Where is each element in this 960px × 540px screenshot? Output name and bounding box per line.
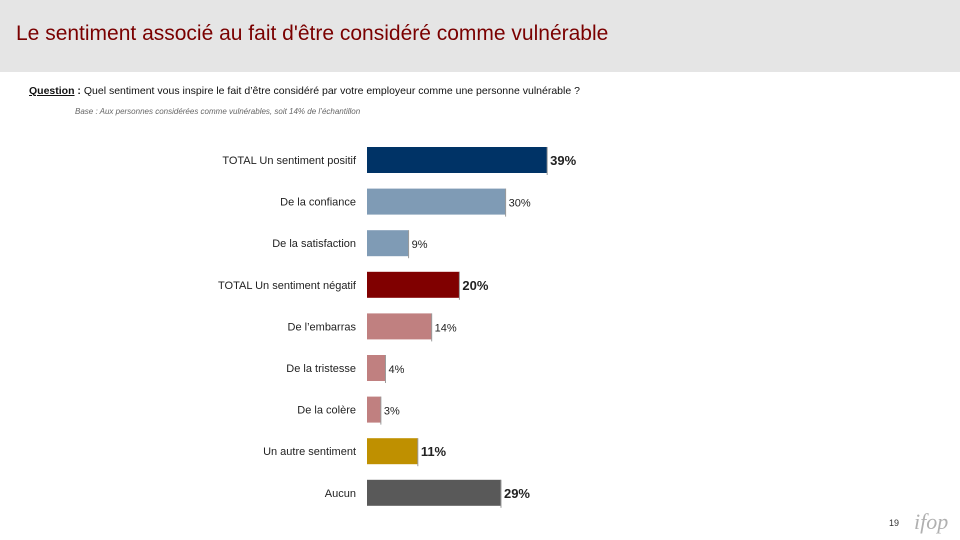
value-label: 30%: [509, 198, 531, 210]
value-label: 11%: [421, 444, 447, 459]
category-label: De la confiance: [280, 197, 356, 209]
value-label: 9%: [412, 239, 428, 251]
question-colon: :: [74, 85, 81, 97]
slide-title: Le sentiment associé au fait d'être cons…: [16, 22, 609, 45]
category-label: De la satisfaction: [272, 238, 356, 250]
bar: [367, 313, 432, 340]
value-label: 39%: [550, 153, 576, 168]
category-label: Aucun: [325, 488, 356, 500]
value-label: 14%: [435, 322, 457, 334]
category-label: De la colère: [297, 405, 356, 417]
bar: [367, 188, 506, 215]
value-label: 20%: [462, 278, 488, 293]
question-line: Question : Quel sentiment vous inspire l…: [29, 85, 580, 97]
page-number: 19: [889, 518, 900, 528]
category-label: Un autre sentiment: [263, 446, 356, 458]
category-label: TOTAL Un sentiment négatif: [218, 280, 357, 292]
value-label: 3%: [384, 406, 400, 418]
base-note: Base : Aux personnes considérées comme v…: [75, 107, 361, 116]
category-label: De l’embarras: [288, 321, 357, 333]
bar: [367, 396, 381, 423]
bar: [367, 271, 460, 298]
value-label: 4%: [388, 364, 404, 376]
ifop-logo: ifop: [914, 509, 948, 534]
bar: [367, 230, 409, 257]
value-label: 29%: [504, 486, 530, 501]
question-label: Question: [29, 85, 75, 97]
category-label: De la tristesse: [286, 363, 356, 375]
bar: [367, 438, 418, 465]
category-label: TOTAL Un sentiment positif: [222, 155, 357, 167]
bar: [367, 355, 386, 381]
bar: [367, 479, 501, 506]
bar: [367, 147, 548, 173]
header-band: [0, 0, 960, 72]
logo-text: ifop: [914, 509, 948, 534]
question-text: Quel sentiment vous inspire le fait d’êt…: [80, 85, 580, 97]
